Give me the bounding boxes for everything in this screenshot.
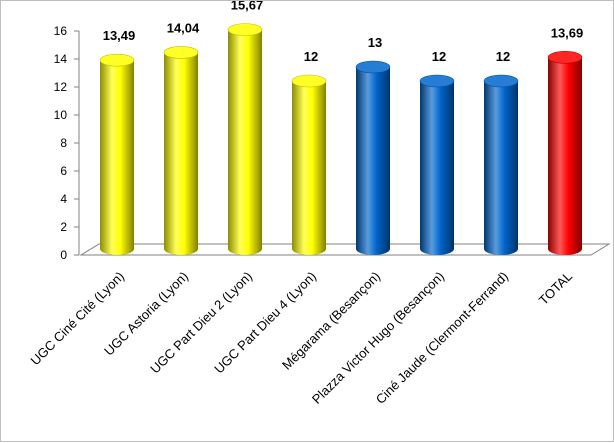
data-label: 13,69 [551, 25, 584, 40]
bar [483, 74, 519, 255]
bar-top [547, 51, 583, 64]
data-label: 15,67 [231, 1, 264, 13]
bar [99, 53, 135, 255]
x-tick-label: Plazza Victor Hugo (Besançon) [309, 269, 447, 407]
bar-top [419, 74, 455, 88]
y-tick-label: 12 [54, 80, 68, 94]
bar-body [292, 81, 326, 255]
data-label: 12 [432, 49, 446, 64]
bar-top [483, 74, 519, 88]
y-tick-label: 0 [60, 248, 67, 262]
y-tick-label: 14 [54, 52, 68, 66]
bar-body [228, 29, 262, 256]
bar-top [291, 74, 327, 88]
bar [355, 60, 391, 255]
bar-top [227, 23, 263, 36]
data-label: 14,04 [167, 20, 200, 35]
bar-body [484, 81, 518, 255]
chart-floor [79, 243, 611, 256]
bar-body [164, 52, 198, 255]
bar [547, 51, 583, 256]
bar-body [356, 67, 390, 255]
bar [291, 74, 327, 255]
y-tick-label: 2 [60, 220, 67, 234]
data-label: 13 [368, 35, 382, 50]
y-tick-label: 16 [54, 24, 68, 38]
bar-top [99, 53, 135, 67]
bar [163, 46, 199, 255]
bar [419, 74, 455, 255]
data-label: 13,49 [103, 28, 136, 43]
y-tick-label: 8 [60, 136, 67, 150]
bar-body [548, 57, 582, 256]
data-label: 12 [304, 49, 318, 64]
bar-body [100, 60, 134, 255]
bar-top [355, 60, 391, 74]
bar-top [163, 46, 199, 59]
y-tick-label: 6 [60, 164, 67, 178]
x-tick-label: TOTAL [536, 269, 575, 308]
x-tick-label: Ciné Jaude (Clermont-Ferrand) [373, 269, 511, 407]
bar [227, 23, 263, 256]
y-tick-label: 4 [60, 192, 67, 206]
bar-body [420, 81, 454, 255]
y-tick-label: 10 [54, 108, 68, 122]
data-label: 12 [496, 49, 510, 64]
